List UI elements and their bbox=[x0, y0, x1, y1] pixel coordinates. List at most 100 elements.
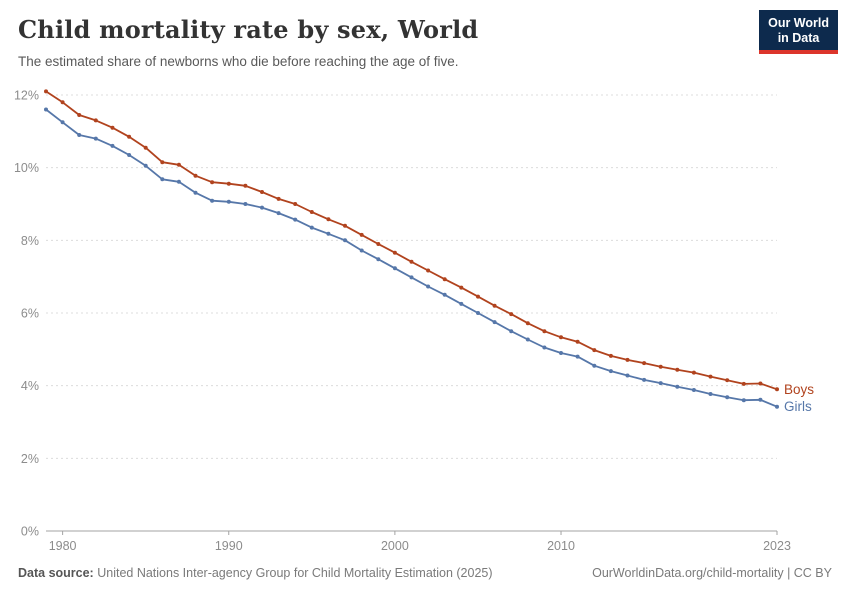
data-point-boys bbox=[93, 118, 98, 123]
data-point-boys bbox=[459, 285, 464, 290]
data-point-girls bbox=[359, 248, 364, 253]
data-point-boys bbox=[77, 113, 82, 117]
y-axis-labels: 0% 2% 4% 6% 8% 10% 12% bbox=[14, 89, 39, 539]
data-point-girls bbox=[608, 369, 613, 374]
series-line-girls bbox=[45, 108, 778, 408]
data-point-girls bbox=[509, 329, 514, 334]
data-point-boys bbox=[127, 134, 132, 139]
y-gridlines bbox=[46, 94, 777, 532]
data-point-girls bbox=[276, 211, 281, 216]
data-point-girls bbox=[741, 398, 746, 403]
data-point-girls bbox=[708, 392, 713, 396]
data-point-boys bbox=[60, 100, 65, 105]
data-point-boys bbox=[691, 370, 696, 375]
data-point-boys bbox=[376, 242, 381, 246]
chart-footer: Data source: United Nations Inter-agency… bbox=[18, 566, 832, 580]
data-point-girls bbox=[642, 377, 647, 382]
data-point-girls bbox=[459, 301, 464, 306]
x-tick-label: 2000 bbox=[381, 539, 409, 553]
data-point-boys bbox=[243, 183, 248, 188]
data-point-boys bbox=[210, 180, 215, 185]
data-point-boys bbox=[293, 202, 298, 206]
data-source-label: Data source: bbox=[18, 566, 94, 580]
data-point-boys bbox=[658, 364, 663, 369]
data-point-girls bbox=[525, 337, 530, 342]
data-point-girls bbox=[758, 397, 763, 402]
chart-subtitle: The estimated share of newborns who die … bbox=[18, 54, 459, 69]
data-point-girls bbox=[559, 351, 563, 355]
y-tick-label: 6% bbox=[21, 307, 39, 321]
data-source: Data source: United Nations Inter-agency… bbox=[18, 566, 493, 580]
y-tick-label: 2% bbox=[21, 452, 39, 466]
data-point-boys bbox=[559, 335, 563, 340]
x-axis-ticks: 1980 1990 2000 2010 2023 bbox=[49, 531, 791, 553]
x-tick-label: 1980 bbox=[49, 539, 77, 553]
data-point-boys bbox=[426, 268, 431, 273]
data-point-boys bbox=[758, 381, 763, 386]
data-point-boys bbox=[260, 190, 264, 194]
data-point-girls bbox=[44, 107, 48, 112]
owid-logo-line2: in Data bbox=[777, 31, 820, 45]
data-point-boys bbox=[575, 339, 580, 344]
data-point-boys bbox=[276, 196, 281, 201]
data-point-girls bbox=[542, 345, 547, 350]
data-point-girls bbox=[210, 198, 215, 203]
owid-logo: Our World in Data bbox=[759, 10, 838, 54]
data-point-girls bbox=[476, 311, 480, 315]
owid-logo-line1: Our World bbox=[768, 16, 829, 30]
credit-line: OurWorldinData.org/child-mortality | CC … bbox=[592, 566, 832, 580]
data-point-boys bbox=[160, 160, 165, 165]
data-point-boys bbox=[741, 381, 746, 386]
data-point-girls bbox=[592, 363, 597, 368]
data-point-girls bbox=[60, 120, 65, 125]
data-point-girls bbox=[625, 373, 630, 378]
data-point-girls bbox=[658, 381, 663, 386]
data-point-boys bbox=[509, 312, 514, 317]
data-point-boys bbox=[409, 259, 414, 264]
data-point-boys bbox=[675, 367, 680, 372]
data-point-boys bbox=[608, 353, 613, 358]
y-tick-label: 8% bbox=[21, 234, 39, 248]
series-girls: Girls bbox=[44, 107, 812, 414]
data-point-girls bbox=[127, 153, 132, 157]
data-point-girls bbox=[409, 275, 414, 280]
data-point-boys bbox=[143, 145, 148, 150]
data-point-boys bbox=[542, 329, 547, 334]
data-point-girls bbox=[725, 395, 730, 400]
x-tick-label: 1990 bbox=[215, 539, 243, 553]
data-point-girls bbox=[392, 266, 397, 271]
data-point-girls bbox=[160, 177, 165, 182]
data-point-boys bbox=[775, 387, 779, 392]
data-point-girls bbox=[442, 292, 447, 297]
y-tick-label: 12% bbox=[14, 89, 39, 103]
data-point-girls bbox=[110, 143, 115, 148]
line-chart-canvas: 0% 2% 4% 6% 8% 10% 12% 1980 1990 2000 2010 2023 Boys… bbox=[14, 89, 814, 554]
x-tick-label: 2023 bbox=[763, 539, 791, 553]
data-point-boys bbox=[708, 374, 713, 379]
data-point-boys bbox=[226, 181, 231, 186]
data-point-girls bbox=[143, 163, 148, 168]
data-point-boys bbox=[309, 210, 314, 214]
data-point-boys bbox=[625, 357, 630, 362]
series-boys: Boys bbox=[44, 89, 814, 397]
data-point-boys bbox=[110, 125, 115, 130]
data-point-boys bbox=[592, 348, 597, 353]
data-point-boys bbox=[642, 361, 647, 366]
data-point-boys bbox=[476, 294, 480, 299]
data-point-boys bbox=[392, 250, 397, 255]
data-point-girls bbox=[343, 238, 347, 243]
data-point-girls bbox=[426, 284, 431, 289]
data-point-girls bbox=[226, 199, 231, 204]
data-point-girls bbox=[691, 388, 696, 392]
series-label-boys: Boys bbox=[784, 382, 814, 397]
data-point-girls bbox=[176, 179, 181, 184]
y-tick-label: 10% bbox=[14, 161, 39, 175]
data-point-girls bbox=[260, 205, 264, 210]
data-point-girls bbox=[77, 133, 82, 137]
data-point-boys bbox=[525, 321, 530, 326]
data-point-girls bbox=[193, 190, 198, 195]
data-point-girls bbox=[775, 404, 779, 409]
series-label-girls: Girls bbox=[784, 399, 812, 414]
data-point-boys bbox=[359, 232, 364, 237]
